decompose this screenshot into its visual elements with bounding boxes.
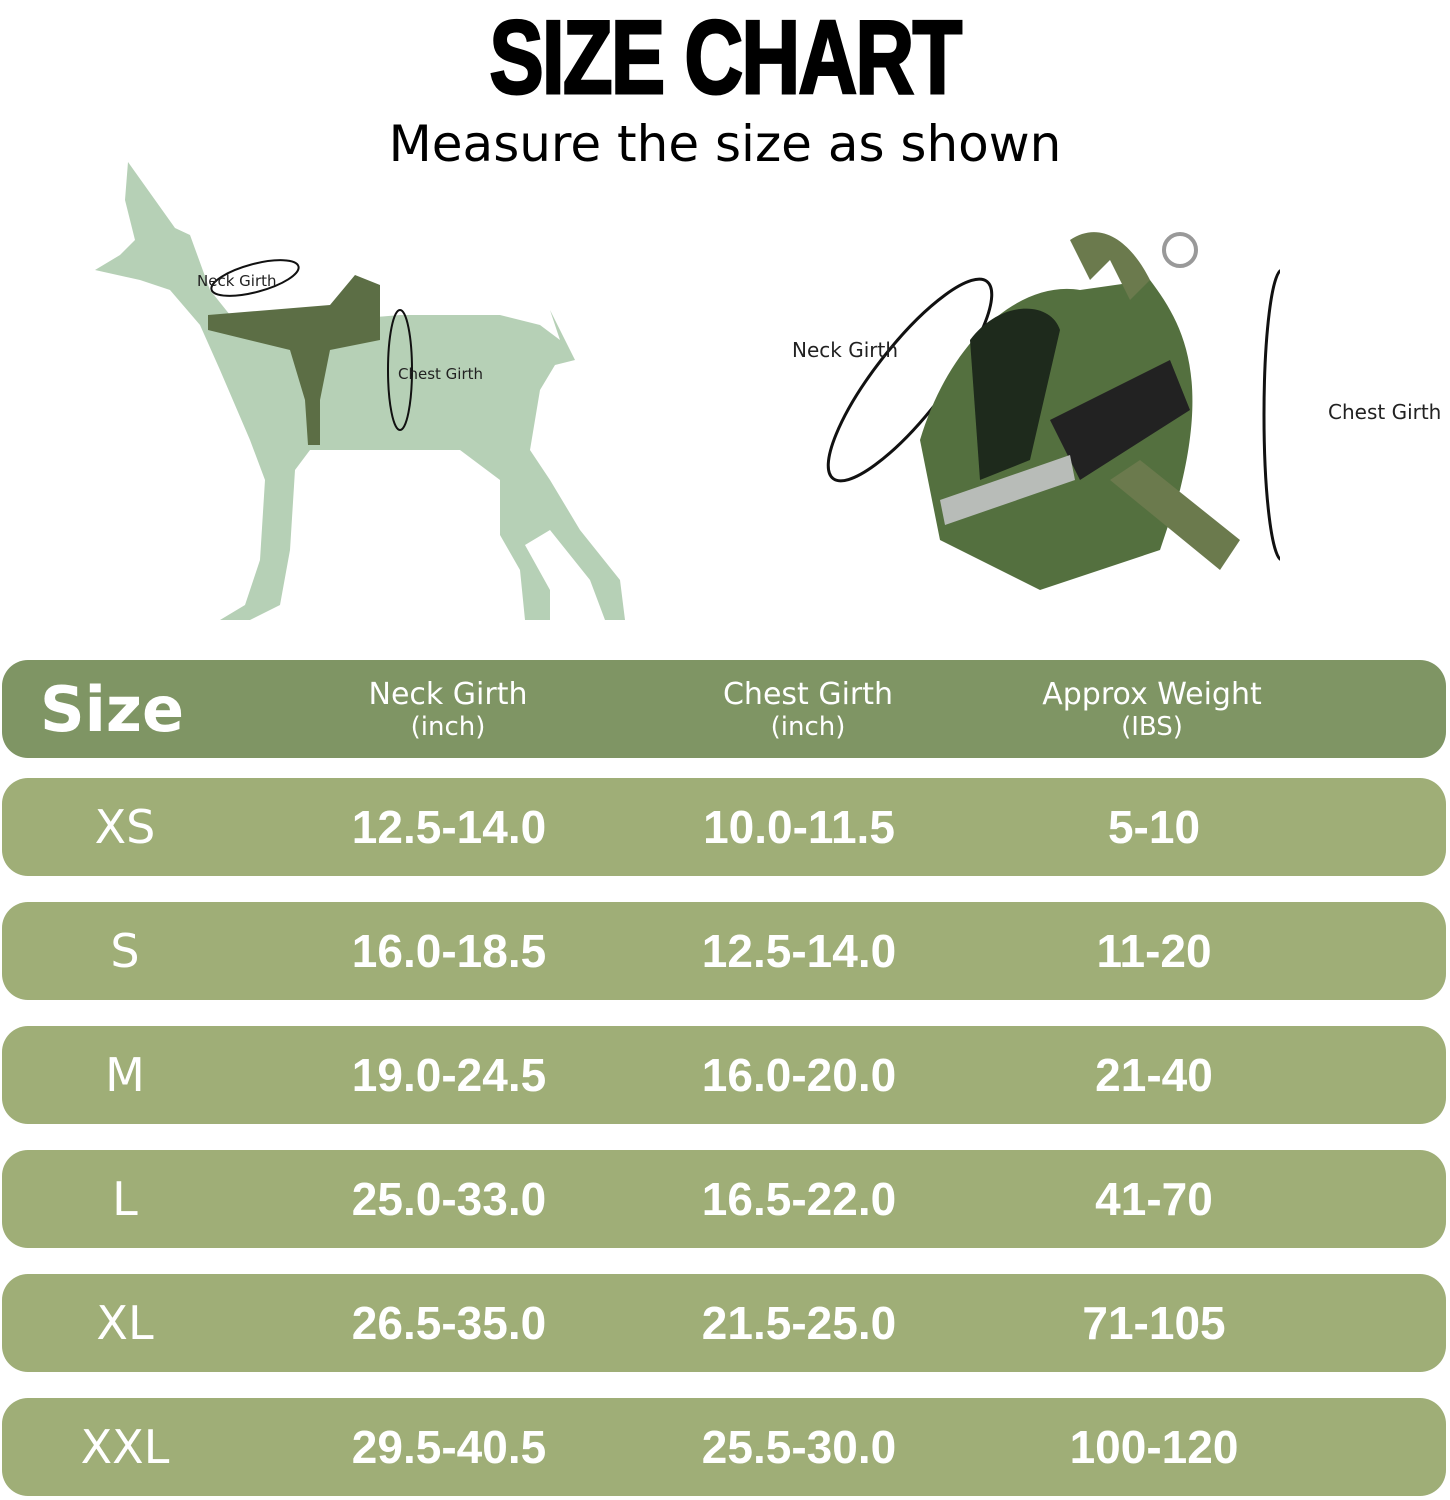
header-size: Size <box>40 673 185 746</box>
header-unit: (inch) <box>410 712 486 742</box>
table-row: S 16.0-18.5 12.5-14.0 11-20 <box>2 902 1446 1000</box>
size-cell: XL <box>96 1296 154 1350</box>
header-neck-girth: Neck Girth (inch) <box>368 677 528 743</box>
neck-girth-cell: 29.5-40.5 <box>351 1421 547 1473</box>
header-label: Chest Girth <box>722 677 894 712</box>
page-title: SIZE CHART <box>488 0 963 118</box>
table-row: XS 12.5-14.0 10.0-11.5 5-10 <box>2 778 1446 876</box>
table-row: M 19.0-24.5 16.0-20.0 21-40 <box>2 1026 1446 1124</box>
page-subtitle: Measure the size as shown <box>388 115 1062 173</box>
neck-girth-cell: 26.5-35.0 <box>351 1297 547 1349</box>
chest-girth-cell: 25.5-30.0 <box>701 1421 897 1473</box>
weight-cell: 11-20 <box>1096 925 1212 977</box>
header-label: Neck Girth <box>368 677 528 712</box>
header-approx-weight: Approx Weight (IBS) <box>1042 677 1262 743</box>
size-cell: XXL <box>80 1420 170 1474</box>
weight-cell: 71-105 <box>1082 1297 1226 1349</box>
table-row: L 25.0-33.0 16.5-22.0 41-70 <box>2 1150 1446 1248</box>
neck-girth-cell: 16.0-18.5 <box>351 925 547 977</box>
header-unit: (IBS) <box>1121 712 1183 742</box>
table-row: XL 26.5-35.0 21.5-25.0 71-105 <box>2 1274 1446 1372</box>
header-label: Approx Weight <box>1042 677 1262 712</box>
harness-illustration <box>826 232 1280 590</box>
dog-chest-girth-label: Chest Girth <box>398 365 484 383</box>
dog-neck-girth-label: Neck Girth <box>197 272 277 290</box>
size-cell: L <box>112 1172 138 1226</box>
weight-cell: 5-10 <box>1107 801 1201 853</box>
chest-girth-cell: 16.5-22.0 <box>701 1173 897 1225</box>
chest-girth-cell: 10.0-11.5 <box>703 801 895 853</box>
size-cell: S <box>110 924 140 978</box>
weight-cell: 41-70 <box>1095 1173 1213 1225</box>
weight-cell: 100-120 <box>1069 1421 1239 1473</box>
chest-girth-cell: 21.5-25.0 <box>701 1297 897 1349</box>
neck-girth-cell: 12.5-14.0 <box>351 801 547 853</box>
chest-girth-cell: 12.5-14.0 <box>701 925 897 977</box>
size-cell: XS <box>94 800 156 854</box>
harness-chest-girth-label: Chest Girth <box>1328 400 1442 424</box>
header-unit: (inch) <box>770 712 846 742</box>
weight-cell: 21-40 <box>1095 1049 1213 1101</box>
size-cell: M <box>105 1048 145 1102</box>
dog-silhouette-illustration <box>95 162 625 620</box>
table-header: Size Neck Girth (inch) Chest Girth (inch) … <box>2 660 1446 758</box>
chest-girth-cell: 16.0-20.0 <box>701 1049 897 1101</box>
table-row: XXL 29.5-40.5 25.5-30.0 100-120 <box>2 1398 1446 1496</box>
harness-neck-girth-label: Neck Girth <box>792 338 898 362</box>
header-chest-girth: Chest Girth (inch) <box>722 677 894 743</box>
neck-girth-cell: 19.0-24.5 <box>351 1049 547 1101</box>
neck-girth-cell: 25.0-33.0 <box>351 1173 547 1225</box>
